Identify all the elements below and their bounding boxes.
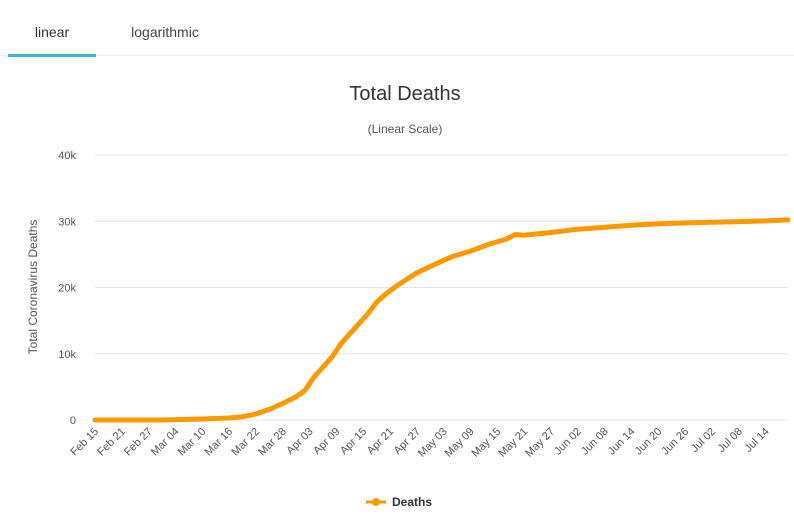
series-layer — [92, 217, 791, 423]
x-tick-label: Jun 02 — [552, 426, 584, 458]
x-tick-label: Mar 22 — [229, 426, 262, 459]
legend[interactable]: Deaths — [366, 495, 432, 509]
x-tick-label: Feb 21 — [95, 426, 128, 459]
x-tick-label: Jul 14 — [743, 426, 772, 455]
tab-logarithmic[interactable]: logarithmic — [131, 24, 199, 40]
gridlines — [95, 154, 788, 421]
x-tick-label: Feb 27 — [122, 426, 155, 459]
y-tick-label: 10k — [58, 349, 76, 361]
x-tick-label: May 27 — [523, 426, 557, 460]
x-tick-label: Jun 20 — [633, 426, 665, 458]
y-tick-label: 20k — [58, 283, 76, 295]
series-line-deaths[interactable] — [92, 217, 791, 423]
y-tick-label: 0 — [70, 415, 76, 427]
chart-subtitle: (Linear Scale) — [368, 122, 443, 136]
x-tick-label: Mar 28 — [256, 426, 289, 459]
y-tick-label: 40k — [58, 150, 76, 162]
x-tick-label: Jul 08 — [716, 426, 745, 455]
y-tick-label: 30k — [58, 216, 76, 228]
x-tick-label: Apr 03 — [284, 426, 315, 457]
y-axis-label: Total Coronavirus Deaths — [26, 220, 40, 355]
x-tick-label: Jun 26 — [659, 426, 691, 458]
scale-tabs: linear logarithmic — [0, 0, 794, 57]
x-tick-label: Feb 15 — [68, 426, 101, 459]
x-tick-label: Apr 09 — [311, 426, 342, 457]
x-tick-label: Jul 02 — [689, 426, 718, 455]
x-tick-label: Mar 04 — [149, 426, 182, 459]
legend-label-deaths: Deaths — [392, 495, 432, 509]
x-tick-label: Jun 08 — [579, 426, 611, 458]
x-tick-label: Jun 14 — [606, 426, 638, 458]
x-tick-label: Mar 10 — [176, 426, 209, 459]
x-tick-label: Apr 21 — [365, 426, 396, 457]
legend-dot-marker — [372, 498, 380, 506]
tab-linear[interactable]: linear — [8, 0, 96, 57]
x-tick-label: Apr 15 — [338, 426, 369, 457]
x-tick-label: Mar 16 — [203, 426, 236, 459]
y-axis-ticks: 0 10k 20k 30k 40k — [58, 150, 76, 427]
chart-title: Total Deaths — [349, 83, 460, 105]
